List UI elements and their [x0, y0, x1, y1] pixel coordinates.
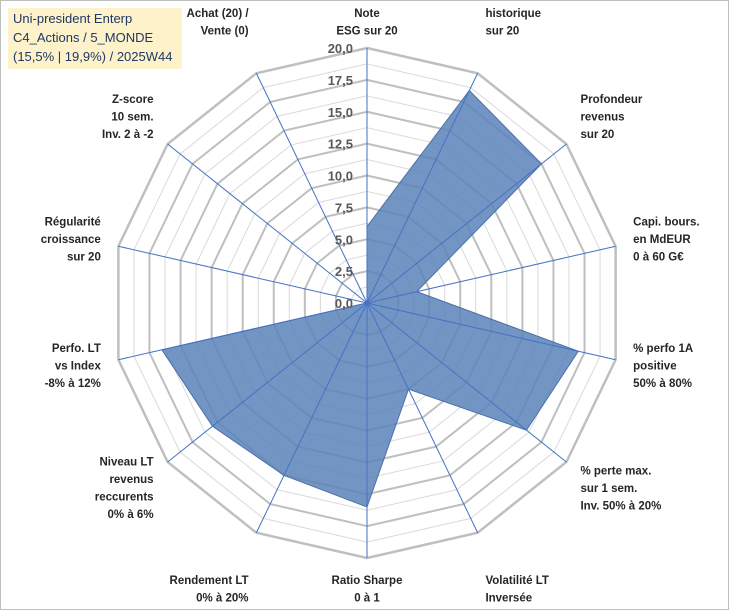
tick-label: 5,0 [335, 232, 353, 247]
axis-label-line: historique [485, 8, 541, 20]
tick-label: 15,0 [328, 105, 353, 120]
axis-label-line: Capi. bours. [633, 216, 699, 228]
axis-label-line: Inversée [485, 593, 532, 605]
axis-spoke [366, 73, 479, 304]
axis-label-line: Volatilité LT [485, 575, 548, 587]
axis-label-line: Profondeur [485, 0, 547, 3]
axis-spoke [118, 302, 368, 361]
title-period: (15,5% | 19,9%) / 2025W44 [13, 49, 173, 64]
axis-spoke [255, 73, 368, 304]
title-category: C4_Actions / 5_MONDE [13, 30, 154, 45]
axis-label: % perte max. sur 1 sem. Inv. 50% à 20% [580, 465, 661, 512]
axis-label-line: Achat (20) / [187, 8, 250, 20]
data-series-area [161, 89, 580, 508]
axis-spoke [255, 302, 368, 533]
axis-label-line: 50% à 80% [633, 378, 692, 390]
axis-spoke [118, 245, 368, 304]
tick-label: 17,5 [328, 73, 353, 88]
axis-label-line: % perfo 1A [633, 343, 693, 355]
axis-label-line: Momentum [187, 0, 248, 3]
axis-label: Rendement LT 0% à 20% [170, 575, 249, 605]
axis-label: Niveau LT revenus reccurents 0% à 6% [95, 457, 154, 522]
axis-label-line: -8% à 12% [45, 378, 101, 390]
axis-label: % perfo 1A positive 50% à 80% [633, 343, 693, 390]
axis-label-line: revenus [580, 112, 624, 124]
axis-spoke [366, 245, 616, 304]
axis-spoke [366, 302, 567, 463]
axis-label-line: reccurents [95, 492, 154, 504]
axis-label: Perfo. LT vs Index -8% à 12% [45, 343, 102, 390]
axis-label-line: sur 20 [485, 26, 519, 38]
axis-label-line: vs Index [55, 361, 102, 373]
title-company: Uni-president Enterp [13, 11, 133, 26]
axis-label: Z-score 10 sem. Inv. 2 à -2 [102, 94, 154, 141]
axis-spoke [167, 302, 368, 463]
axis-label-line: Inv. 50% à 20% [580, 500, 661, 512]
chart-title-box: Uni-president Enterp C4_Actions / 5_MOND… [8, 8, 182, 69]
axis-label-line: % perte max. [580, 465, 651, 477]
axis-label: Capi. bours. en MdEUR 0 à 60 G€ [633, 216, 699, 263]
axis-label-line: Rendement LT [170, 575, 249, 587]
tick-label: 0,0 [335, 296, 353, 311]
axis-label: Profondeur revenus sur 20 [580, 94, 642, 141]
axis-label: Volatilité LTInversée40% à 0% [485, 575, 548, 610]
axis-label-line: Z-score [112, 94, 154, 106]
axis-label-line: Ratio Sharpe [332, 575, 403, 587]
axis-label-line: Perfo. LT [52, 343, 101, 355]
axis-label-line: en MdEUR [633, 234, 691, 246]
axis-label-line: ESG sur 20 [336, 26, 397, 38]
axis-label-line: Note [354, 8, 380, 20]
axis-label-line: sur 1 sem. [580, 483, 637, 495]
tick-label: 7,5 [335, 200, 353, 215]
axis-label-line: Vente (0) [201, 26, 249, 38]
axis-label: Momentum Achat (20) / Vente (0) [187, 0, 250, 38]
tick-label: 10,0 [328, 169, 353, 184]
axis-label: Régularité croissance sur 20 [41, 216, 101, 263]
axis-label-line: 0 à 1 [354, 593, 380, 605]
axis-label-line: 10 sem. [111, 112, 153, 124]
axis-label: Note ESG sur 20 [336, 8, 397, 38]
tick-label: 2,5 [335, 264, 353, 279]
axis-label-line: Niveau LT [99, 457, 153, 469]
axis-label-line: sur 20 [67, 251, 101, 263]
axis-label-line: revenus [109, 474, 153, 486]
axis-spoke [366, 302, 616, 361]
axis-label: Profondeur historique sur 20 [485, 0, 547, 38]
tick-label: 12,5 [328, 137, 353, 152]
axis-spoke [366, 302, 479, 533]
axis-spoke [366, 143, 567, 304]
axis-label-line: Régularité [45, 216, 101, 228]
axis-label-line: croissance [41, 234, 101, 246]
axis-spoke [167, 143, 368, 304]
axis-label-line: sur 20 [580, 129, 614, 141]
axis-label-line: 0% à 6% [108, 509, 154, 521]
axis-label-line: 0 à 60 G€ [633, 251, 684, 263]
axis-label-line: 0% à 20% [196, 593, 248, 605]
tick-label: 20,0 [328, 41, 353, 56]
axis-label-line: Profondeur [580, 94, 642, 106]
axis-label-line: positive [633, 361, 676, 373]
axis-label: Ratio Sharpe 0 à 1 [332, 575, 403, 605]
axis-label-line: Inv. 2 à -2 [102, 129, 154, 141]
